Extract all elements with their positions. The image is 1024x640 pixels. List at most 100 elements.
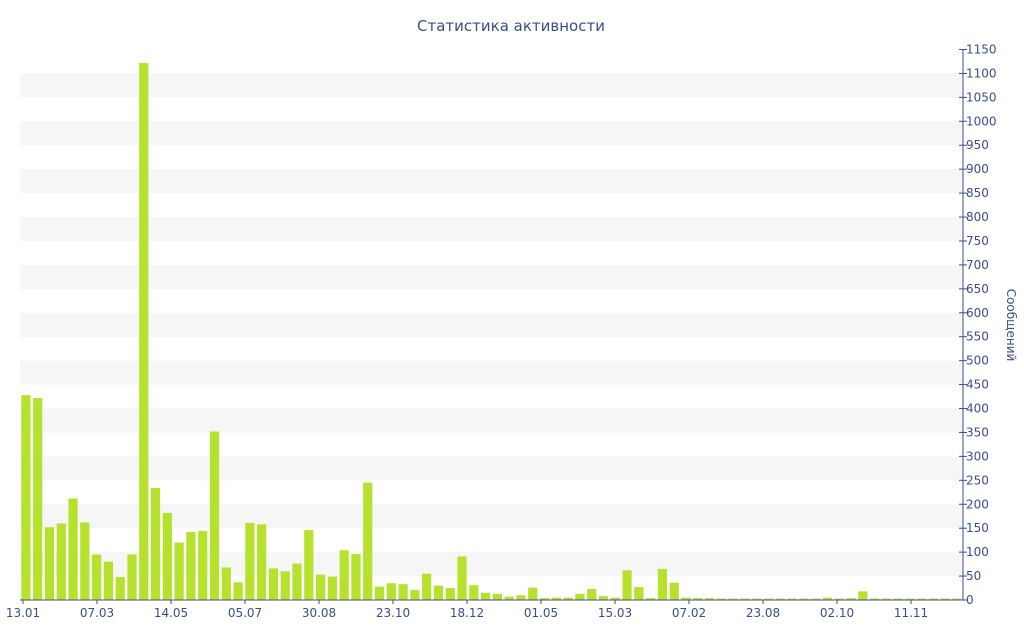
bar[interactable] <box>245 522 255 600</box>
bar[interactable] <box>634 587 644 600</box>
bar[interactable] <box>504 596 514 600</box>
bar[interactable] <box>457 556 467 600</box>
bar[interactable] <box>752 598 762 600</box>
y-tick-label: 700 <box>966 258 989 272</box>
bar[interactable] <box>433 585 444 600</box>
x-tick-label: 07.03 <box>80 606 114 620</box>
bar[interactable] <box>704 598 715 600</box>
bar[interactable] <box>127 554 137 600</box>
bar[interactable] <box>669 582 679 600</box>
bar[interactable] <box>563 597 573 600</box>
bar[interactable] <box>339 550 349 600</box>
bar[interactable] <box>763 598 774 600</box>
bar[interactable] <box>186 532 196 600</box>
bar[interactable] <box>952 598 962 600</box>
bar[interactable] <box>528 587 538 600</box>
x-tick-label: 23.08 <box>746 606 780 620</box>
bar[interactable] <box>422 573 432 600</box>
bar[interactable] <box>551 597 561 600</box>
y-tick-label: 1050 <box>966 90 997 104</box>
y-tick-label: 800 <box>966 210 989 224</box>
bar[interactable] <box>351 554 361 600</box>
grid-band <box>20 121 963 146</box>
x-tick-label: 15.03 <box>598 606 632 620</box>
bar[interactable] <box>280 571 290 600</box>
x-tick-label: 11.11 <box>894 606 928 620</box>
grid-band <box>20 217 963 241</box>
bar[interactable] <box>374 586 385 600</box>
bar[interactable] <box>469 585 479 600</box>
y-tick-label: 1100 <box>966 66 997 80</box>
bar[interactable] <box>292 563 302 600</box>
bar[interactable] <box>139 62 149 600</box>
bar[interactable] <box>327 576 337 600</box>
bar[interactable] <box>775 598 785 600</box>
y-tick-label: 350 <box>966 425 989 439</box>
bar[interactable] <box>787 598 797 600</box>
bar[interactable] <box>646 598 656 600</box>
bar[interactable] <box>209 431 220 601</box>
bar[interactable] <box>681 597 691 600</box>
bar[interactable] <box>221 567 231 600</box>
bar[interactable] <box>728 598 738 600</box>
y-tick-label: 750 <box>966 234 989 248</box>
x-tick-label: 18.12 <box>450 606 484 620</box>
bar[interactable] <box>481 592 491 600</box>
bar[interactable] <box>257 524 267 600</box>
bar[interactable] <box>516 595 526 600</box>
bar[interactable] <box>893 598 903 600</box>
bar[interactable] <box>575 593 585 600</box>
bar[interactable] <box>174 542 184 600</box>
y-axis-ticks: 0 50 100 150 200 250 300 350 400 450 500 550 600 650 7… <box>959 43 997 607</box>
y-tick-label: 50 <box>966 569 981 583</box>
bar[interactable] <box>304 530 314 600</box>
bar[interactable] <box>610 597 620 600</box>
bar[interactable] <box>598 596 609 600</box>
bar[interactable] <box>21 395 31 600</box>
bar[interactable] <box>445 588 455 600</box>
bar[interactable] <box>233 582 243 600</box>
bar[interactable] <box>386 583 396 600</box>
bar[interactable] <box>799 598 809 600</box>
bar[interactable] <box>198 531 208 600</box>
bar[interactable] <box>80 522 90 600</box>
bar[interactable] <box>68 498 78 600</box>
bar[interactable] <box>740 598 750 600</box>
bar[interactable] <box>363 482 373 600</box>
bar[interactable] <box>940 598 950 600</box>
bar[interactable] <box>115 577 125 600</box>
bar[interactable] <box>44 527 55 600</box>
bar[interactable] <box>587 588 597 600</box>
bar[interactable] <box>268 568 279 600</box>
bar[interactable] <box>928 598 939 600</box>
bar[interactable] <box>716 598 726 600</box>
bar[interactable] <box>834 598 844 600</box>
grid-band <box>20 360 963 385</box>
grid-band <box>20 408 963 433</box>
bar[interactable] <box>492 593 502 600</box>
bar[interactable] <box>822 597 833 600</box>
bar[interactable] <box>858 591 868 600</box>
bar[interactable] <box>103 561 113 600</box>
y-tick-label: 950 <box>966 138 989 152</box>
bar[interactable] <box>917 598 927 600</box>
bar[interactable] <box>693 598 703 600</box>
bar[interactable] <box>539 598 550 600</box>
bar[interactable] <box>33 397 43 600</box>
bar[interactable] <box>92 554 102 600</box>
bar[interactable] <box>622 570 632 600</box>
bar[interactable] <box>905 598 915 600</box>
bar[interactable] <box>398 584 408 600</box>
bar[interactable] <box>150 487 161 600</box>
bar[interactable] <box>657 568 668 600</box>
grid-band <box>20 264 963 289</box>
bar[interactable] <box>870 598 880 600</box>
bar[interactable] <box>56 523 66 600</box>
bar[interactable] <box>811 598 821 600</box>
bar[interactable] <box>410 589 420 600</box>
bar[interactable] <box>881 598 891 600</box>
y-tick-label: 1150 <box>966 43 997 57</box>
bar[interactable] <box>846 598 856 600</box>
bar[interactable] <box>315 574 326 600</box>
bar[interactable] <box>162 512 172 600</box>
